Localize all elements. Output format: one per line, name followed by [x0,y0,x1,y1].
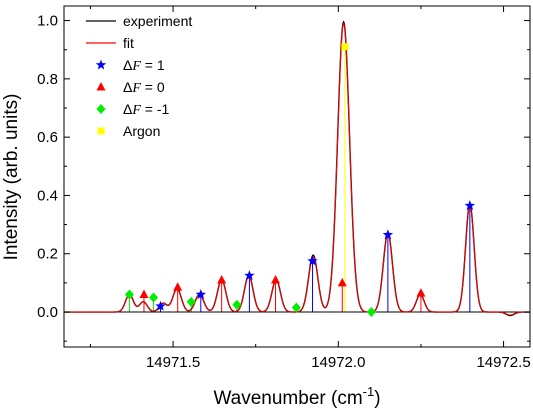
f-0-marker [139,289,149,299]
legend-item-experiment: experiment [86,13,192,29]
axis-ticks [64,6,530,347]
legend-label: Argon [123,123,160,139]
f-1-marker [464,200,476,211]
stick-lines [128,46,471,313]
argon-marker [341,43,349,51]
f-1-marker [307,255,318,266]
f-1-marker [366,307,376,318]
f-0-marker [271,274,281,284]
f-1-marker [244,270,255,281]
legend-item-argon: Argon [97,123,160,139]
legend-label: experiment [123,13,192,29]
x-tick-label: 14971.5 [146,354,200,371]
legend: experiment fit ΔF = 1 ΔF = 0 ΔF = -1 Argon [86,13,192,139]
f-1-marker [291,302,301,313]
x-tick-label: 14972.0 [311,354,365,371]
legend-label: fit [123,35,134,51]
x-tick-label: 14972.5 [476,354,530,371]
legend-item-f-1: ΔF = 1 [95,57,165,74]
f-0-marker [337,277,347,287]
y-tick-label: 0.0 [37,304,58,321]
y-tick-label: 0.8 [37,71,58,88]
y-tick-label: 0.6 [37,129,58,146]
legend-label: ΔF = -1 [123,101,170,118]
f-1-marker [195,289,207,299]
x-axis-title: Wavenumber (cm-1) [213,384,380,409]
y-tick-label: 0.4 [37,187,58,204]
f-0-marker [217,274,227,284]
legend-marker [96,104,106,114]
y-tick-label: 1.0 [37,13,58,30]
y-tick-label: 0.2 [37,246,58,263]
y-axis-title: Intensity (arb. units) [1,94,22,261]
axis-tick-labels: 0.0 0.2 0.4 0.6 0.8 1.0 14971.5 14972.0 14972.5 [37,13,531,371]
legend-item-f-0: ΔF = 0 [96,79,165,96]
x-axis-title-superscript: -1 [363,384,375,399]
f-0-marker [416,288,426,297]
plot-frame [63,5,531,348]
legend-marker [96,82,106,91]
legend-label: ΔF = 1 [123,57,165,74]
legend-item-fit: fit [86,35,134,51]
f-1-marker [149,292,159,303]
f-1-marker [382,229,394,240]
f-1-marker [186,296,196,307]
legend-item-f-1: ΔF = -1 [96,101,170,118]
f-1-marker [124,289,134,300]
f-1-marker [155,300,166,311]
legend-marker [95,59,107,70]
legend-marker [97,127,105,135]
stick-markers [124,43,476,318]
f-1-marker [232,299,242,310]
legend-label: ΔF = 0 [123,79,165,96]
f-0-marker [173,282,183,291]
